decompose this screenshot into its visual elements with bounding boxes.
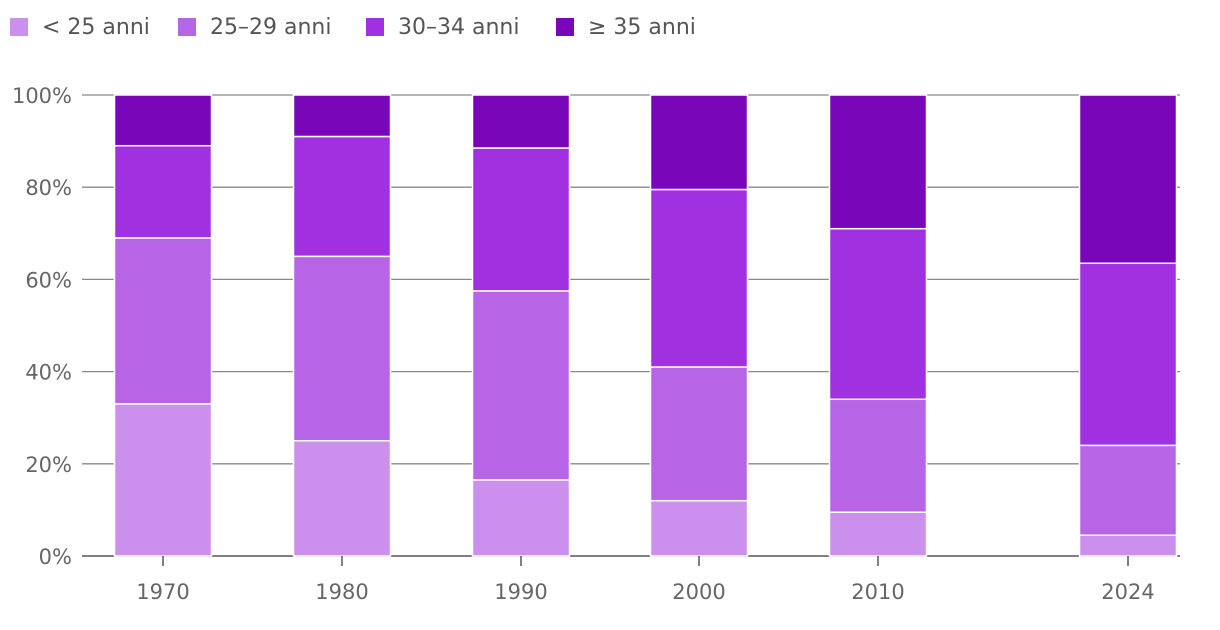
x-tick-label: 1990 [494, 580, 547, 604]
legend-item: ≥ 35 anni [556, 15, 696, 40]
legend-item: < 25 anni [10, 15, 150, 40]
y-tick-label: 0% [39, 545, 72, 569]
bar-segment [292, 94, 392, 138]
bar-segment [1078, 94, 1178, 265]
bar-segment [471, 147, 571, 292]
y-axis: 0% 20% 40% 60% 80% 100% [12, 84, 72, 569]
legend-item: 30–34 anni [366, 15, 519, 40]
legend-swatch [178, 18, 196, 36]
bar-segment [828, 398, 928, 513]
y-tick-label: 100% [12, 84, 72, 108]
legend-item: 25–29 anni [178, 15, 331, 40]
legend-label: 25–29 anni [210, 15, 331, 40]
x-tick-label: 2010 [851, 580, 904, 604]
y-tick-label: 60% [25, 268, 72, 292]
bar-segment [471, 479, 571, 557]
x-axis: 1970 1980 1990 2000 2010 2024 [136, 556, 1155, 604]
bar-segment [113, 237, 213, 405]
bar-segment [1078, 262, 1178, 447]
legend-label: < 25 anni [42, 15, 150, 40]
bar-segment [292, 440, 392, 557]
bar-segment [649, 188, 749, 368]
legend-swatch [556, 18, 574, 36]
bar-segment [113, 94, 213, 147]
bar-segment [649, 499, 749, 557]
bars [113, 94, 1178, 557]
legend-label: ≥ 35 anni [588, 15, 696, 40]
bar-segment [649, 366, 749, 502]
y-gridlines [82, 94, 1180, 557]
legend-swatch [10, 18, 28, 36]
bar-segment [292, 255, 392, 442]
bar-segment [292, 135, 392, 258]
x-tick-label: 1970 [136, 580, 189, 604]
bar-stack-1980 [292, 94, 392, 557]
bar-segment [1078, 534, 1178, 557]
bar-stack-2010 [828, 94, 928, 557]
x-tick-label: 1980 [315, 580, 368, 604]
bar-segment [113, 144, 213, 239]
bar-segment [649, 94, 749, 191]
bar-segment [113, 403, 213, 557]
y-tick-label: 20% [25, 453, 72, 477]
y-tick-label: 80% [25, 176, 72, 200]
bar-segment [1078, 444, 1178, 537]
x-tick-label: 2000 [672, 580, 725, 604]
bar-segment [828, 227, 928, 401]
bar-stack-1990 [471, 94, 571, 557]
y-tick-label: 40% [25, 361, 72, 385]
x-tick-label: 2024 [1101, 580, 1154, 604]
bar-segment [828, 94, 928, 230]
chart-legend: < 25 anni 25–29 anni 30–34 anni ≥ 35 anni [10, 15, 696, 40]
bar-segment [471, 94, 571, 149]
bar-stack-2024 [1078, 94, 1178, 557]
legend-swatch [366, 18, 384, 36]
bar-segment [471, 290, 571, 481]
bar-segment [828, 511, 928, 557]
bar-stack-1970 [113, 94, 213, 557]
legend-label: 30–34 anni [398, 15, 519, 40]
bar-stack-2000 [649, 94, 749, 557]
